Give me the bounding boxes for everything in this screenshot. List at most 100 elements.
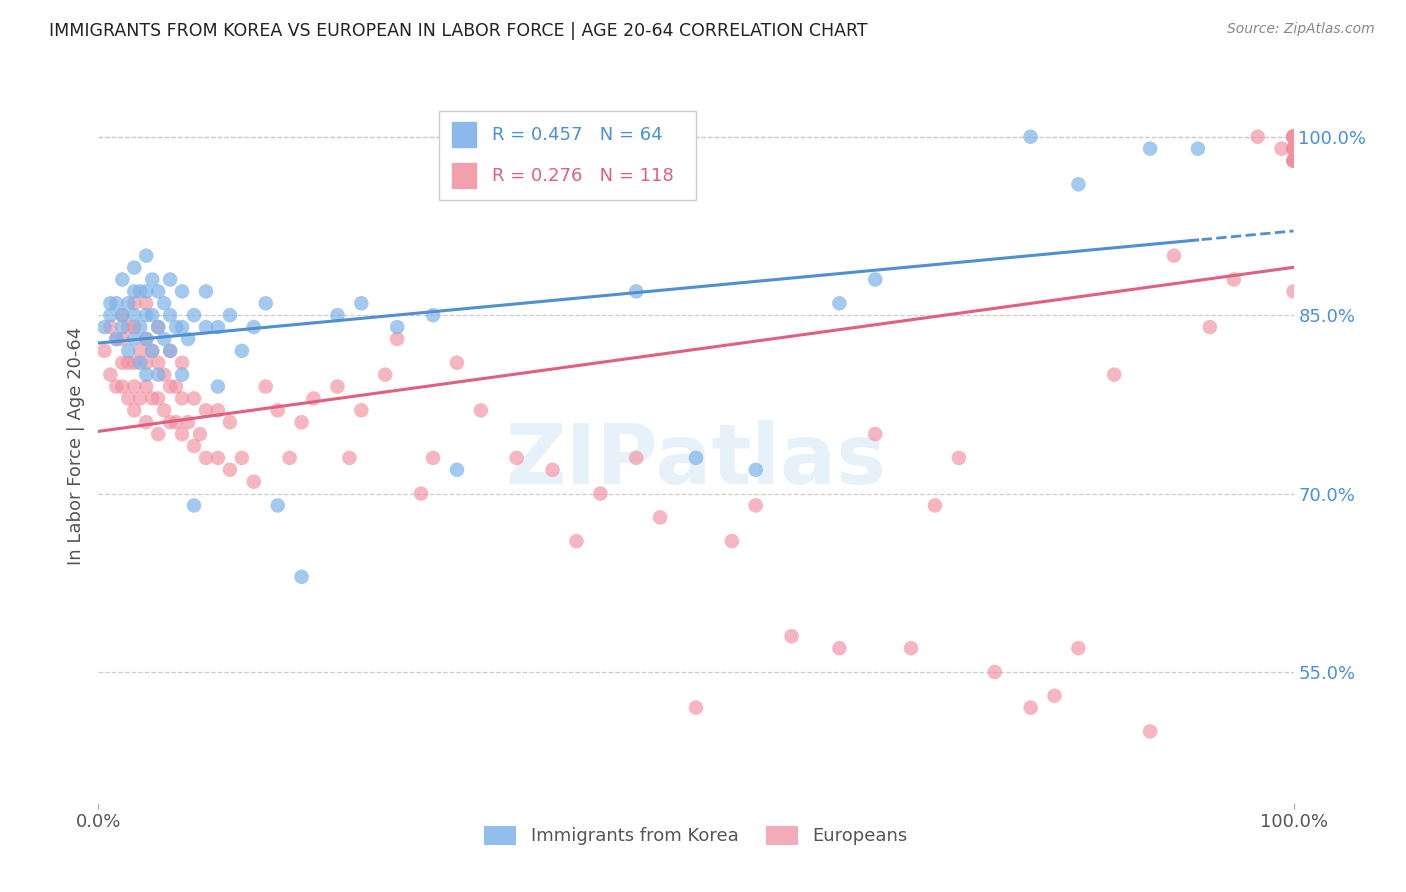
Point (350, 403, 373, 417)
Point (165, 415, 187, 429)
Point (141, 343, 163, 358)
Point (1282, 142, 1305, 156)
Point (1282, 142, 1305, 156)
Point (1163, 249, 1185, 263)
Point (589, 486, 612, 500)
Point (165, 379, 187, 393)
Point (1282, 153, 1305, 168)
Point (745, 499, 768, 513)
Point (148, 427, 170, 442)
Point (135, 368, 157, 382)
Point (1282, 129, 1305, 144)
Point (350, 296, 373, 310)
Point (172, 392, 194, 406)
Point (148, 285, 170, 299)
Point (172, 427, 194, 442)
Point (117, 320, 139, 334)
Point (98, 308, 122, 322)
Text: R = 0.457   N = 64: R = 0.457 N = 64 (492, 126, 662, 144)
Point (93, 343, 115, 358)
Text: Source: ZipAtlas.com: Source: ZipAtlas.com (1227, 22, 1375, 37)
Point (148, 392, 170, 406)
Text: IMMIGRANTS FROM KOREA VS EUROPEAN IN LABOR FORCE | AGE 20-64 CORRELATION CHART: IMMIGRANTS FROM KOREA VS EUROPEAN IN LAB… (49, 22, 868, 40)
Point (135, 308, 157, 322)
Point (1282, 129, 1305, 144)
Point (195, 320, 218, 334)
Point (129, 356, 152, 370)
Point (124, 285, 146, 299)
Point (648, 510, 672, 524)
Point (129, 392, 152, 406)
Y-axis label: In Labor Force | Age 20-64: In Labor Force | Age 20-64 (66, 326, 84, 566)
Point (267, 403, 290, 417)
Point (326, 308, 349, 322)
Text: ZIPatlas: ZIPatlas (506, 420, 886, 500)
Point (1282, 129, 1305, 144)
Point (243, 475, 266, 489)
Point (172, 368, 194, 382)
Point (195, 285, 218, 299)
Point (865, 272, 887, 286)
Point (446, 463, 468, 477)
Point (1282, 142, 1305, 156)
Point (1282, 142, 1305, 156)
Point (780, 629, 803, 643)
Point (172, 356, 194, 370)
Point (135, 332, 157, 346)
Point (172, 320, 194, 334)
Point (1104, 368, 1126, 382)
Point (124, 379, 146, 393)
Point (135, 285, 157, 299)
Point (159, 343, 181, 358)
Point (148, 320, 170, 334)
Point (1019, 700, 1042, 714)
Point (98, 320, 122, 334)
Point (302, 392, 325, 406)
Point (1139, 724, 1161, 739)
Point (1282, 153, 1305, 168)
Point (1282, 129, 1305, 144)
FancyBboxPatch shape (451, 162, 477, 189)
Point (721, 534, 744, 549)
Point (183, 392, 205, 406)
Point (195, 403, 218, 417)
Point (828, 641, 851, 656)
Point (148, 320, 170, 334)
Point (1223, 272, 1246, 286)
Point (506, 450, 529, 465)
Point (135, 296, 157, 310)
Point (117, 356, 139, 370)
Point (254, 296, 277, 310)
Point (865, 427, 887, 442)
Point (93, 320, 115, 334)
Point (1282, 129, 1305, 144)
Point (172, 285, 194, 299)
Point (291, 415, 314, 429)
Point (219, 308, 242, 322)
Point (111, 356, 134, 370)
Point (177, 332, 200, 346)
Point (278, 450, 301, 465)
Point (135, 415, 157, 429)
Point (1282, 129, 1305, 144)
Point (1282, 153, 1305, 168)
Point (183, 439, 205, 453)
Point (948, 450, 970, 465)
Point (183, 308, 205, 322)
Text: R = 0.276   N = 118: R = 0.276 N = 118 (492, 167, 673, 185)
Point (1067, 641, 1090, 656)
Point (1282, 285, 1305, 299)
Point (135, 249, 157, 263)
Point (141, 308, 163, 322)
Point (148, 368, 170, 382)
Point (231, 450, 253, 465)
Point (111, 320, 134, 334)
Point (291, 570, 314, 584)
Point (195, 450, 218, 465)
Point (626, 450, 648, 465)
Point (111, 272, 134, 286)
Point (326, 379, 349, 393)
Point (124, 356, 146, 370)
Point (153, 368, 176, 382)
Point (685, 450, 707, 465)
